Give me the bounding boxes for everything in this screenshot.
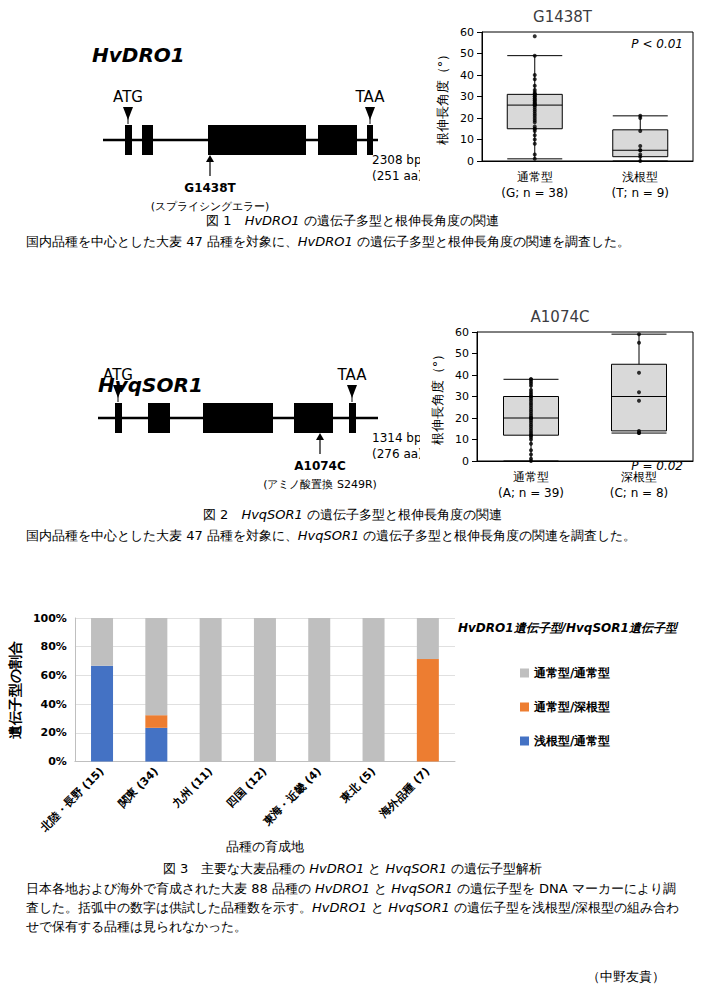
svg-text:60: 60: [460, 26, 474, 39]
svg-text:50: 50: [455, 347, 469, 360]
svg-text:30: 30: [460, 90, 474, 103]
svg-text:10: 10: [455, 433, 469, 446]
svg-text:根伸長角度（°）: 根伸長角度（°）: [430, 348, 445, 446]
svg-text:品種の育成地: 品種の育成地: [226, 839, 304, 854]
svg-text:(スプライシングエラー): (スプライシングエラー): [151, 200, 270, 213]
svg-text:20: 20: [455, 412, 469, 425]
svg-text:1314 bp: 1314 bp: [372, 431, 420, 445]
svg-text:根伸長角度（°）: 根伸長角度（°）: [435, 48, 450, 146]
svg-text:四国 (12): 四国 (12): [224, 765, 269, 810]
svg-text:2308 bp: 2308 bp: [372, 153, 420, 167]
svg-text:10: 10: [460, 133, 474, 146]
svg-text:通常型: 通常型: [517, 170, 553, 184]
svg-text:30: 30: [455, 390, 469, 403]
svg-text:0%: 0%: [48, 755, 67, 768]
svg-text:40: 40: [455, 369, 469, 382]
html-text:国内品種を中心とした大麦 47 品種を対象に、HvqSOR1: 国内品種を中心とした大麦 47 品種を対象に、HvqSOR1の遺伝子多型と根伸長…: [26, 528, 637, 543]
svg-text:浅根型: 浅根型: [622, 170, 658, 184]
svg-text:A1074C: A1074C: [531, 308, 590, 326]
svg-text:0: 0: [462, 455, 469, 468]
svg-text:G1438T: G1438T: [533, 8, 593, 26]
svg-text:海外品種 (7): 海外品種 (7): [376, 765, 432, 821]
svg-text:(251 aa): (251 aa): [372, 169, 420, 183]
svg-text:(276 aa): (276 aa): [372, 447, 420, 461]
svg-text:G1438T: G1438T: [184, 181, 236, 195]
svg-text:九州 (11): 九州 (11): [169, 765, 215, 811]
svg-text:東北 (5): 東北 (5): [337, 765, 378, 806]
svg-text:40%: 40%: [41, 698, 67, 711]
svg-text:通常型/深根型: 通常型/深根型: [533, 700, 610, 714]
svg-text:関東 (34): 関東 (34): [116, 765, 161, 810]
svg-text:浅根型/通常型: 浅根型/通常型: [533, 734, 610, 748]
svg-text:北陸・長野 (15): 北陸・長野 (15): [37, 765, 106, 834]
svg-text:ATG: ATG: [113, 88, 143, 106]
svg-text:A1074C: A1074C: [294, 459, 346, 473]
svg-text:60%: 60%: [41, 669, 67, 682]
html-text:図 2 HvqSOR1の遺伝子多型と根伸長角度の関連: 図 2 HvqSOR1の遺伝子多型と根伸長角度の関連: [203, 507, 502, 522]
svg-text:通常型/通常型: 通常型/通常型: [533, 666, 610, 680]
html-text:（中野友貴）: （中野友貴）: [587, 969, 665, 984]
svg-text:HvqSOR1: HvqSOR1: [98, 373, 203, 397]
svg-text:100%: 100%: [33, 612, 67, 625]
svg-text:(C; n = 8): (C; n = 8): [610, 486, 669, 500]
svg-text:ATG: ATG: [103, 366, 133, 384]
svg-text:TAA: TAA: [337, 366, 368, 384]
svg-text:(G; n = 38): (G; n = 38): [501, 186, 568, 200]
html-text:図 3 主要な大麦品種のHvDRO1とHvqSOR1の遺伝子: 図 3 主要な大麦品種のHvDRO1とHvqSOR1の遺伝子型解析: [162, 861, 543, 876]
svg-text:(T; n = 9): (T; n = 9): [612, 186, 669, 200]
svg-text:(A; n = 39): (A; n = 39): [498, 486, 564, 500]
svg-text:20%: 20%: [41, 726, 67, 739]
svg-text:50: 50: [460, 47, 474, 60]
svg-text:80%: 80%: [41, 640, 67, 653]
html-text:日本各地および海外で育成された大麦 88 品種のHvDRO1: 日本各地および海外で育成された大麦 88 品種のHvDRO1とHvqSOR1の遺…: [26, 881, 680, 934]
html-text:国内品種を中心とした大麦 47 品種を対象に、HvDRO1の: 国内品種を中心とした大麦 47 品種を対象に、HvDRO1の遺伝子多型と根伸長角…: [26, 234, 630, 249]
svg-text:通常型: 通常型: [513, 470, 549, 484]
svg-text:0: 0: [467, 155, 474, 168]
svg-text:HvDRO1遺伝子型/HvqSOR1遺伝子型: HvDRO1遺伝子型/HvqSOR1遺伝子型: [458, 621, 679, 635]
svg-text:HvDRO1: HvDRO1: [92, 43, 185, 67]
svg-text:(アミノ酸置換 S249R): (アミノ酸置換 S249R): [263, 478, 377, 491]
svg-text:20: 20: [460, 112, 474, 125]
svg-text:P < 0.01: P < 0.01: [631, 37, 683, 51]
svg-text:60: 60: [455, 326, 469, 339]
svg-text:東海・近畿 (4): 東海・近畿 (4): [260, 765, 324, 829]
html-text:図 1 HvDRO1の遺伝子多型と根伸長角度の関連: 図 1 HvDRO1の遺伝子多型と根伸長角度の関連: [206, 213, 499, 228]
svg-text:深根型: 深根型: [621, 470, 657, 484]
svg-text:40: 40: [460, 69, 474, 82]
svg-text:遺伝子型の割合: 遺伝子型の割合: [7, 641, 23, 740]
svg-text:TAA: TAA: [355, 88, 386, 106]
